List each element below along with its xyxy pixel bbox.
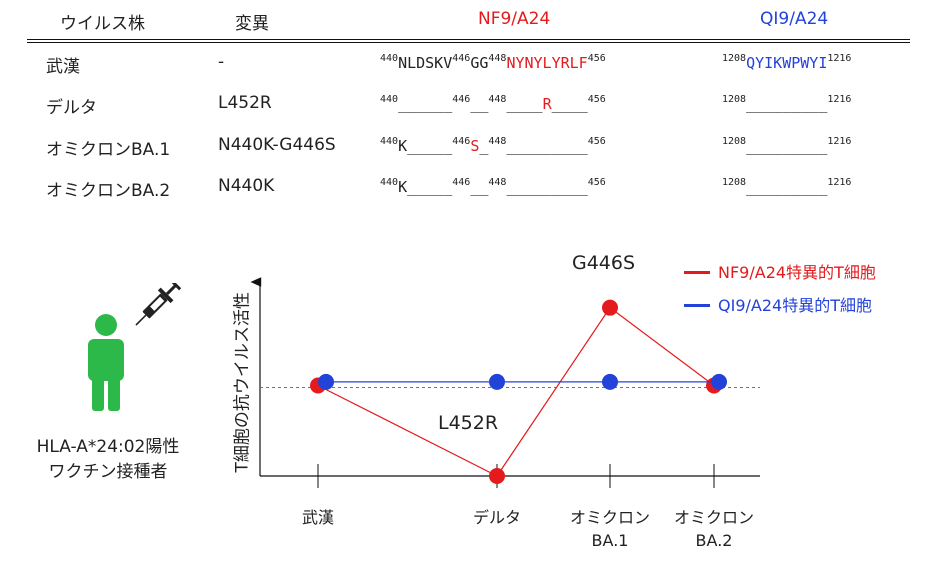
residue-number: 446 [452, 94, 471, 105]
data-point [711, 373, 727, 390]
residue-number: 456 [587, 94, 606, 105]
person-caption-line1: HLA-A*24:02陽性 [36, 437, 180, 457]
row-mutation: L452R [218, 93, 272, 113]
residue-number: 456 [587, 177, 606, 188]
data-point [489, 468, 505, 484]
sequence-segment: NYNYLYRLF [506, 54, 588, 72]
row-mutation: N440K-G446S [218, 135, 336, 155]
sequence-segment: K_____ [398, 178, 453, 196]
data-point [318, 373, 334, 390]
residue-number: 1216 [827, 53, 852, 64]
residue-number: 448 [488, 53, 507, 64]
legend-label: QI9/A24特異的T細胞 [718, 296, 872, 315]
sequence-segment: __ [470, 95, 489, 113]
row-strain-name: デルタ [46, 98, 97, 118]
sequence-segment: QYIKWPWYI [746, 54, 828, 72]
residue-number: 446 [452, 136, 471, 147]
data-point [489, 373, 505, 390]
sequence-segment: _________ [746, 178, 828, 196]
x-tick-label: オミクロン BA.1 [550, 506, 670, 552]
person-icon [88, 283, 182, 411]
mutation-annotation: G446S [572, 252, 636, 274]
person-caption-line2: ワクチン接種者 [48, 462, 168, 482]
residue-number: 446 [452, 177, 471, 188]
sequence-segment: _________ [746, 137, 828, 155]
x-tick-label-line: オミクロン [673, 508, 754, 527]
row-qi9-sequence: 1208_________1216 [722, 177, 852, 197]
legend-swatch [684, 304, 710, 307]
residue-number: 440 [380, 177, 399, 188]
residue-number: 440 [380, 136, 399, 147]
legend-label: NF9/A24特異的T細胞 [718, 263, 876, 282]
residue-number: 440 [380, 94, 399, 105]
row-nf9-sequence: 440K_____446S_448_________456 [380, 136, 606, 156]
sequence-segment: R [542, 95, 552, 113]
sequence-segment: S [470, 137, 480, 155]
person-caption: HLA-A*24:02陽性 ワクチン接種者 [28, 435, 188, 485]
row-qi9-sequence: 1208_________1216 [722, 94, 852, 114]
x-tick-label-line: オミクロン [569, 508, 650, 527]
sequence-segment: _ [479, 137, 489, 155]
x-tick-label: デルタ [437, 506, 557, 529]
sequence-segment: _________ [506, 137, 588, 155]
legend-swatch [684, 271, 710, 274]
header-strain: ウイルス株 [60, 14, 145, 34]
row-mutation: - [218, 52, 225, 72]
sequence-segment: ____ [551, 95, 588, 113]
header-qi9: QI9/A24 [760, 9, 829, 29]
data-point [602, 299, 618, 316]
header-rule-top [27, 39, 910, 40]
residue-number: 448 [488, 94, 507, 105]
residue-number: 440 [380, 53, 399, 64]
sequence-segment: _________ [746, 95, 828, 113]
sequence-segment: __ [470, 178, 489, 196]
data-point [602, 373, 618, 390]
residue-number: 1216 [827, 136, 852, 147]
row-mutation: N440K [218, 176, 275, 196]
residue-number: 448 [488, 136, 507, 147]
header-rule-bottom [27, 42, 910, 43]
residue-number: 1208 [722, 94, 747, 105]
x-tick-label-line: BA.1 [591, 531, 629, 550]
series-line [317, 306, 715, 477]
x-tick-label-line: 武漢 [301, 508, 334, 527]
row-nf9-sequence: 440K_____446__448_________456 [380, 177, 606, 197]
mutation-annotation: L452R [438, 412, 499, 434]
residue-number: 456 [587, 53, 606, 64]
sequence-segment: _________ [506, 178, 588, 196]
row-nf9-sequence: 440NLDSKV446GG448NYNYLYRLF456 [380, 53, 606, 73]
sequence-segment: ____ [506, 95, 543, 113]
residue-number: 456 [587, 136, 606, 147]
x-tick-label: 武漢 [258, 506, 378, 529]
row-strain-name: オミクロンBA.1 [46, 140, 171, 160]
residue-number: 1208 [722, 53, 747, 64]
sequence-segment: ______ [398, 95, 453, 113]
row-qi9-sequence: 1208_________1216 [722, 136, 852, 156]
syringe-icon [135, 283, 182, 326]
x-tick-label: オミクロン BA.2 [654, 506, 774, 552]
residue-number: 1208 [722, 136, 747, 147]
residue-number: 1216 [827, 94, 852, 105]
row-qi9-sequence: 1208QYIKWPWYI1216 [722, 53, 852, 73]
header-nf9: NF9/A24 [478, 9, 551, 29]
residue-number: 448 [488, 177, 507, 188]
sequence-segment: GG [470, 54, 489, 72]
row-strain-name: 武漢 [46, 57, 80, 77]
residue-number: 1216 [827, 177, 852, 188]
sequence-segment: K_____ [398, 137, 453, 155]
residue-number: 446 [452, 53, 471, 64]
x-tick-label-line: BA.2 [695, 531, 733, 550]
row-nf9-sequence: 440______446__448____R____456 [380, 94, 606, 114]
row-strain-name: オミクロンBA.2 [46, 181, 171, 201]
header-mutation: 変異 [235, 14, 269, 34]
sequence-segment: NLDSKV [398, 54, 453, 72]
x-tick-label-line: デルタ [472, 508, 521, 527]
residue-number: 1208 [722, 177, 747, 188]
